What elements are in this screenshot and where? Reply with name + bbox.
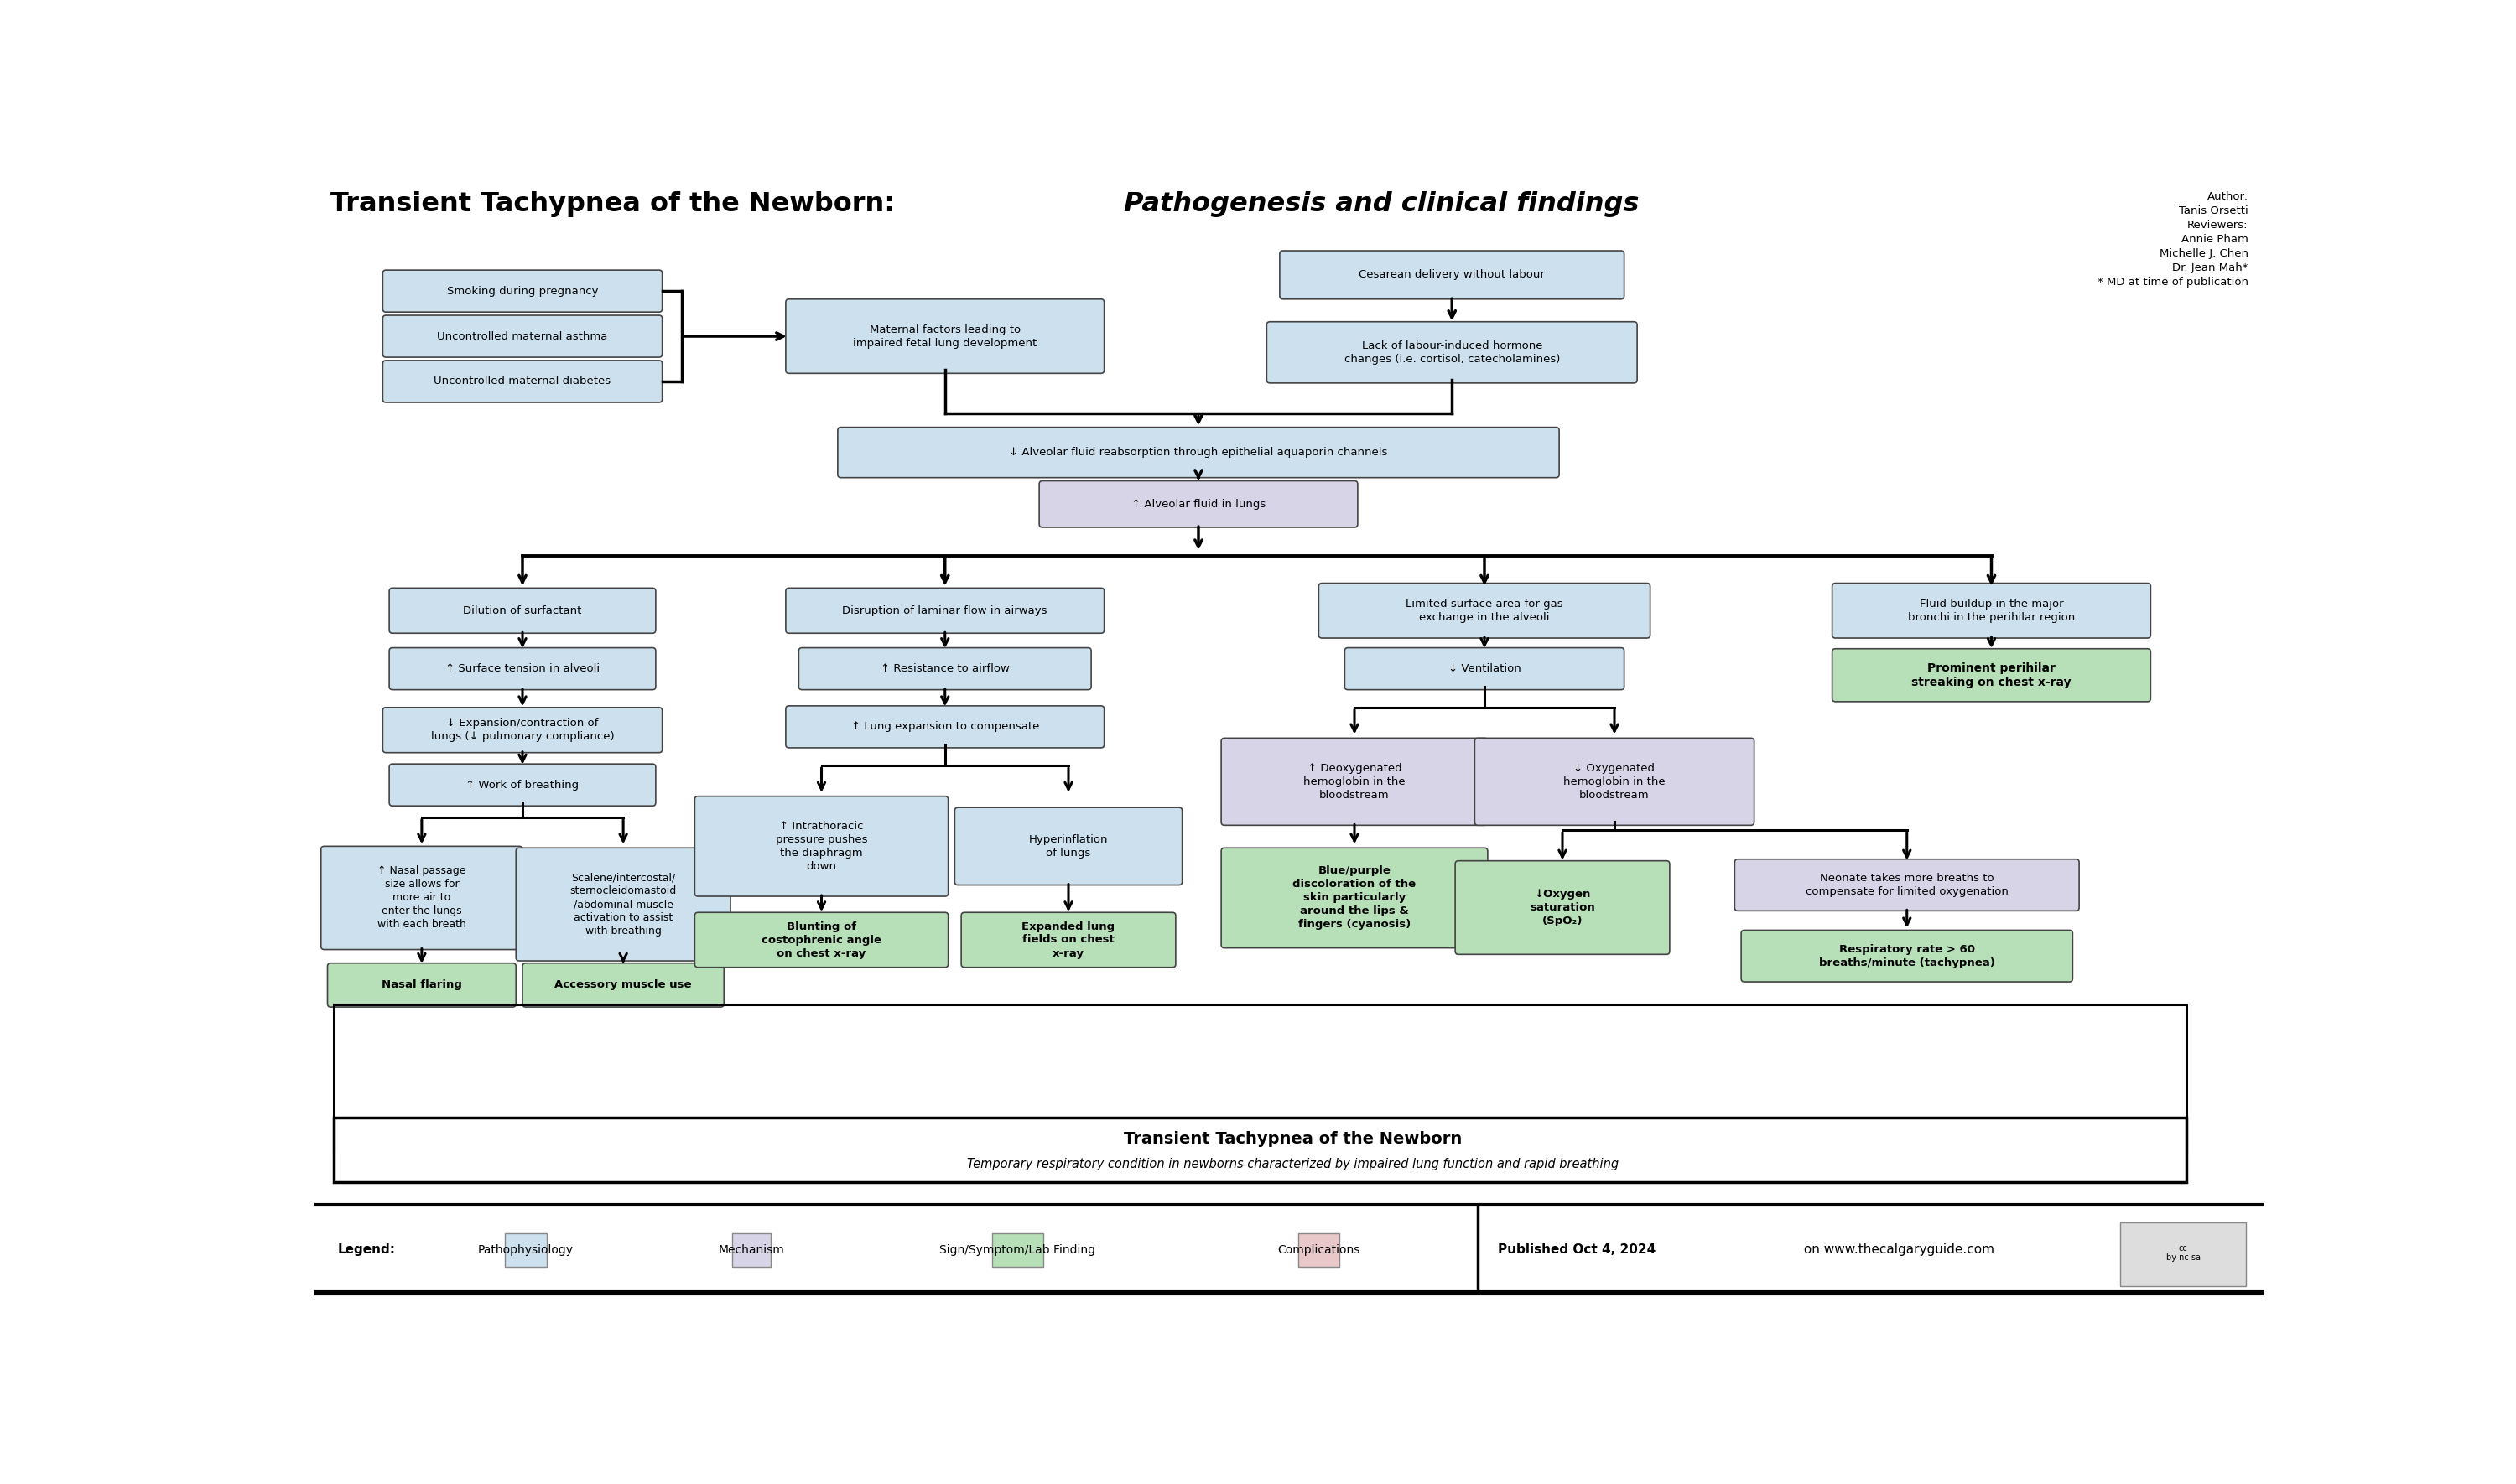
FancyBboxPatch shape <box>1298 1233 1339 1266</box>
FancyBboxPatch shape <box>785 300 1105 374</box>
FancyBboxPatch shape <box>1474 738 1754 825</box>
FancyBboxPatch shape <box>1266 322 1638 383</box>
Text: cc
by nc sa: cc by nc sa <box>2166 1244 2202 1261</box>
FancyBboxPatch shape <box>732 1233 770 1266</box>
Text: Transient Tachypnea of the Newborn:: Transient Tachypnea of the Newborn: <box>330 191 906 217</box>
Text: ↓Oxygen
saturation
(SpO₂): ↓Oxygen saturation (SpO₂) <box>1530 889 1595 926</box>
Text: ↓ Expansion/contraction of
lungs (↓ pulmonary compliance): ↓ Expansion/contraction of lungs (↓ pulm… <box>430 718 614 742</box>
FancyBboxPatch shape <box>1220 738 1487 825</box>
FancyBboxPatch shape <box>523 963 725 1008</box>
Text: ↓ Ventilation: ↓ Ventilation <box>1449 663 1520 674</box>
FancyBboxPatch shape <box>798 647 1092 690</box>
FancyBboxPatch shape <box>382 708 662 752</box>
Text: Prominent perihilar
streaking on chest x-ray: Prominent perihilar streaking on chest x… <box>1912 662 2071 689</box>
Text: Legend:: Legend: <box>337 1244 395 1255</box>
Text: Blunting of
costophrenic angle
on chest x-ray: Blunting of costophrenic angle on chest … <box>762 922 881 959</box>
FancyBboxPatch shape <box>327 963 516 1008</box>
Text: Accessory muscle use: Accessory muscle use <box>554 979 692 990</box>
Text: Nasal flaring: Nasal flaring <box>382 979 463 990</box>
Text: ↓ Alveolar fluid reabsorption through epithelial aquaporin channels: ↓ Alveolar fluid reabsorption through ep… <box>1009 447 1389 459</box>
FancyBboxPatch shape <box>506 1233 546 1266</box>
Text: Transient Tachypnea of the Newborn: Transient Tachypnea of the Newborn <box>1125 1131 1462 1147</box>
FancyBboxPatch shape <box>1454 861 1671 954</box>
FancyBboxPatch shape <box>785 706 1105 748</box>
FancyBboxPatch shape <box>1832 583 2151 638</box>
Text: ↑ Lung expansion to compensate: ↑ Lung expansion to compensate <box>850 721 1039 732</box>
Text: Mechanism: Mechanism <box>720 1244 785 1255</box>
Text: Smoking during pregnancy: Smoking during pregnancy <box>448 285 599 297</box>
Text: ↑ Deoxygenated
hemoglobin in the
bloodstream: ↑ Deoxygenated hemoglobin in the bloodst… <box>1303 763 1406 800</box>
Text: Cesarean delivery without labour: Cesarean delivery without labour <box>1359 270 1545 280</box>
FancyBboxPatch shape <box>1734 859 2078 911</box>
FancyBboxPatch shape <box>954 807 1183 884</box>
FancyBboxPatch shape <box>785 588 1105 634</box>
Text: Pathophysiology: Pathophysiology <box>478 1244 574 1255</box>
Text: Hyperinflation
of lungs: Hyperinflation of lungs <box>1029 834 1107 858</box>
FancyBboxPatch shape <box>1281 251 1625 300</box>
FancyBboxPatch shape <box>390 647 657 690</box>
FancyBboxPatch shape <box>694 913 949 968</box>
Text: ↑ Surface tension in alveoli: ↑ Surface tension in alveoli <box>445 663 599 674</box>
Text: ↑ Intrathoracic
pressure pushes
the diaphragm
down: ↑ Intrathoracic pressure pushes the diap… <box>775 821 868 871</box>
FancyBboxPatch shape <box>1318 583 1650 638</box>
Text: Sign/Symptom/Lab Finding: Sign/Symptom/Lab Finding <box>938 1244 1094 1255</box>
Text: Published Oct 4, 2024: Published Oct 4, 2024 <box>1497 1244 1656 1255</box>
FancyBboxPatch shape <box>961 913 1175 968</box>
FancyBboxPatch shape <box>322 846 523 950</box>
Text: Maternal factors leading to
impaired fetal lung development: Maternal factors leading to impaired fet… <box>853 324 1037 349</box>
Text: Lack of labour-induced hormone
changes (i.e. cortisol, catecholamines): Lack of labour-induced hormone changes (… <box>1344 340 1560 365</box>
FancyBboxPatch shape <box>382 315 662 358</box>
Text: Pathogenesis and clinical findings: Pathogenesis and clinical findings <box>1125 191 1638 217</box>
FancyBboxPatch shape <box>838 427 1560 478</box>
Text: Neonate takes more breaths to
compensate for limited oxygenation: Neonate takes more breaths to compensate… <box>1806 873 2008 898</box>
FancyBboxPatch shape <box>2121 1223 2247 1287</box>
Text: ↓ Oxygenated
hemoglobin in the
bloodstream: ↓ Oxygenated hemoglobin in the bloodstre… <box>1562 763 1666 800</box>
FancyBboxPatch shape <box>694 797 949 896</box>
Text: Expanded lung
fields on chest
x-ray: Expanded lung fields on chest x-ray <box>1021 922 1115 959</box>
FancyBboxPatch shape <box>991 1233 1044 1266</box>
Text: Author:
Tanis Orsetti
Reviewers:
Annie Pham
Michelle J. Chen
Dr. Jean Mah*
* MD : Author: Tanis Orsetti Reviewers: Annie P… <box>2098 191 2249 288</box>
FancyBboxPatch shape <box>390 764 657 806</box>
Text: Dilution of surfactant: Dilution of surfactant <box>463 605 581 616</box>
FancyBboxPatch shape <box>335 1117 2186 1181</box>
Text: ↑ Alveolar fluid in lungs: ↑ Alveolar fluid in lungs <box>1132 499 1266 509</box>
Text: on www.thecalgaryguide.com: on www.thecalgaryguide.com <box>1799 1244 1995 1255</box>
FancyBboxPatch shape <box>1741 930 2073 982</box>
Text: Limited surface area for gas
exchange in the alveoli: Limited surface area for gas exchange in… <box>1406 598 1562 623</box>
Text: Uncontrolled maternal diabetes: Uncontrolled maternal diabetes <box>433 375 611 387</box>
FancyBboxPatch shape <box>1344 647 1625 690</box>
FancyBboxPatch shape <box>390 588 657 634</box>
FancyBboxPatch shape <box>1039 481 1359 527</box>
Text: ↑ Nasal passage
size allows for
more air to
enter the lungs
with each breath: ↑ Nasal passage size allows for more air… <box>377 865 465 930</box>
FancyBboxPatch shape <box>516 847 730 960</box>
Text: ↑ Resistance to airflow: ↑ Resistance to airflow <box>881 663 1009 674</box>
FancyBboxPatch shape <box>1220 847 1487 948</box>
Text: Complications: Complications <box>1278 1244 1361 1255</box>
Text: ↑ Work of breathing: ↑ Work of breathing <box>465 779 579 791</box>
Text: Fluid buildup in the major
bronchi in the perihilar region: Fluid buildup in the major bronchi in th… <box>1907 598 2076 623</box>
FancyBboxPatch shape <box>1832 649 2151 702</box>
Text: Temporary respiratory condition in newborns characterized by impaired lung funct: Temporary respiratory condition in newbo… <box>966 1158 1618 1171</box>
FancyBboxPatch shape <box>382 361 662 402</box>
Text: Disruption of laminar flow in airways: Disruption of laminar flow in airways <box>843 605 1047 616</box>
FancyBboxPatch shape <box>382 270 662 312</box>
Text: Respiratory rate > 60
breaths/minute (tachypnea): Respiratory rate > 60 breaths/minute (ta… <box>1819 944 1995 968</box>
Text: Uncontrolled maternal asthma: Uncontrolled maternal asthma <box>438 331 609 341</box>
Text: Blue/purple
discoloration of the
skin particularly
around the lips &
fingers (cy: Blue/purple discoloration of the skin pa… <box>1293 865 1417 930</box>
Text: Scalene/intercostal/
sternocleidomastoid
/abdominal muscle
activation to assist
: Scalene/intercostal/ sternocleidomastoid… <box>569 873 677 936</box>
